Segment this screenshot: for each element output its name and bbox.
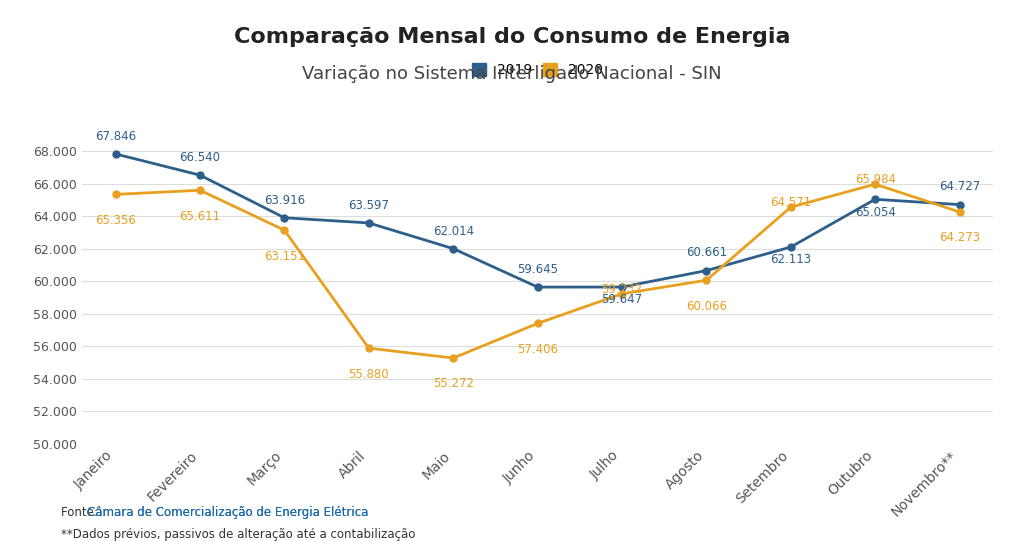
- Text: 55.880: 55.880: [348, 368, 389, 381]
- Text: Fonte:: Fonte:: [61, 506, 102, 519]
- Text: 67.846: 67.846: [95, 130, 136, 143]
- Text: 66.540: 66.540: [179, 151, 220, 164]
- Text: 63.916: 63.916: [264, 194, 305, 207]
- Text: 57.406: 57.406: [517, 343, 558, 356]
- Text: 64.571: 64.571: [770, 196, 811, 209]
- Text: 59.645: 59.645: [517, 263, 558, 276]
- Text: 62.113: 62.113: [770, 254, 811, 267]
- Text: 60.066: 60.066: [686, 300, 727, 313]
- Text: **Dados prévios, passivos de alteração até a contabilização: **Dados prévios, passivos de alteração a…: [61, 528, 416, 541]
- Text: 65.984: 65.984: [855, 173, 896, 186]
- Text: 65.611: 65.611: [179, 210, 220, 223]
- Text: 55.272: 55.272: [433, 378, 474, 391]
- Legend: 2019, 2020: 2019, 2020: [468, 59, 607, 81]
- Text: Câmara de Comercialização de Energia Elétrica: Câmara de Comercialização de Energia Elé…: [87, 506, 369, 519]
- Text: 65.054: 65.054: [855, 206, 896, 219]
- Text: 63.151: 63.151: [264, 249, 305, 262]
- Text: 64.727: 64.727: [939, 181, 980, 194]
- Text: Câmara de Comercialização de Energia Elétrica: Câmara de Comercialização de Energia Elé…: [87, 506, 369, 519]
- Text: 60.661: 60.661: [686, 247, 727, 260]
- Text: 63.597: 63.597: [348, 199, 389, 212]
- Text: 59.647: 59.647: [601, 294, 642, 307]
- Text: Variação no Sistema Interligado Nacional - SIN: Variação no Sistema Interligado Nacional…: [302, 65, 722, 83]
- Text: 62.014: 62.014: [433, 225, 474, 237]
- Text: 64.273: 64.273: [939, 232, 980, 245]
- Text: Comparação Mensal do Consumo de Energia: Comparação Mensal do Consumo de Energia: [233, 27, 791, 47]
- Text: 65.356: 65.356: [95, 214, 136, 227]
- Text: 59.232: 59.232: [601, 283, 642, 296]
